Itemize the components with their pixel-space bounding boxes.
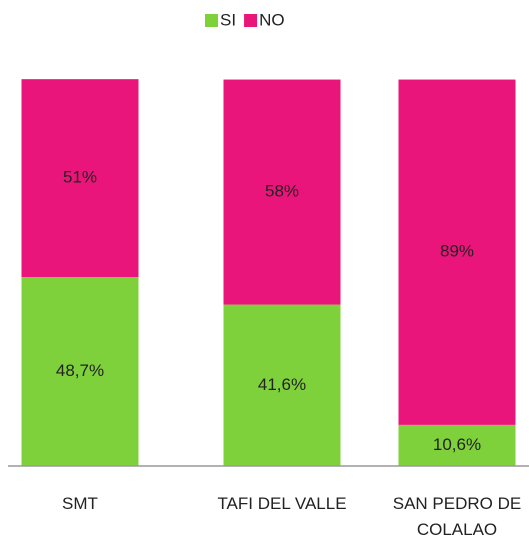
legend-label: NO (259, 10, 285, 29)
bar-segment (223, 304, 341, 466)
legend-swatch (244, 14, 258, 27)
data-label: 89% (440, 242, 474, 261)
data-label: 51% (63, 168, 97, 187)
x-tick-label: SMT (62, 494, 98, 513)
data-label: 10,6% (433, 435, 481, 454)
x-tick-label: TAFI DEL VALLE (217, 494, 347, 513)
bar-segment (21, 277, 139, 466)
bar-segment (21, 79, 139, 278)
x-tick-label: SAN PEDRO DE COLALAO (392, 494, 522, 539)
bar-segment (398, 79, 516, 425)
bar-segment (398, 424, 516, 466)
legend-label: SI (220, 10, 236, 29)
legend-swatch (205, 14, 218, 27)
data-label: 58% (265, 182, 299, 201)
data-label: 41,6% (258, 375, 306, 394)
bar-segment (223, 79, 341, 305)
data-label: 48,7% (56, 361, 104, 380)
